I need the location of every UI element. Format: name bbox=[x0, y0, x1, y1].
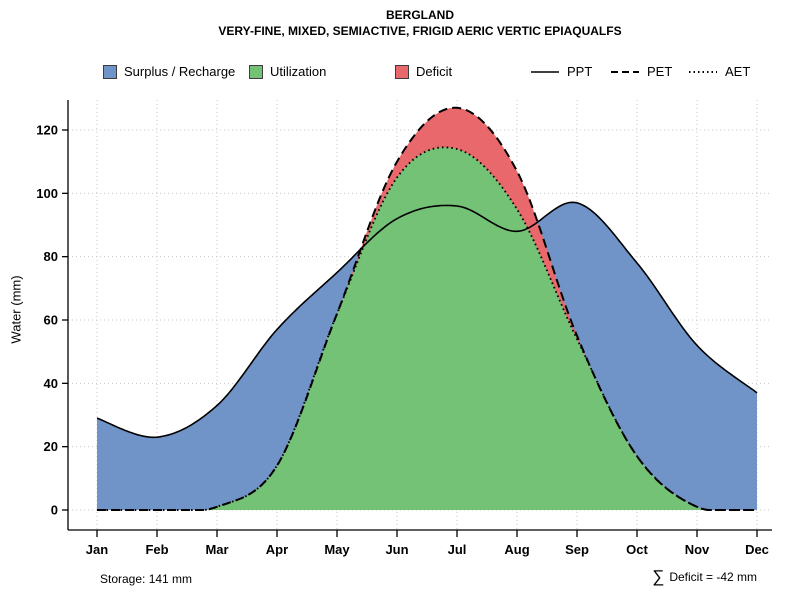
sum-icon: ∑ bbox=[652, 567, 665, 586]
y-tick-label: 40 bbox=[44, 376, 58, 391]
legend-label-aet: AET bbox=[725, 64, 751, 79]
y-tick-label: 80 bbox=[44, 249, 58, 264]
solid-line-icon bbox=[531, 70, 559, 73]
utilization-swatch bbox=[249, 64, 263, 79]
legend-item-deficit: Deficit bbox=[395, 64, 452, 79]
chart-subtitle: VERY-FINE, MIXED, SEMIACTIVE, FRIGID AER… bbox=[218, 24, 622, 38]
chart-title: BERGLAND bbox=[386, 8, 454, 22]
y-tick-label: 60 bbox=[44, 313, 58, 328]
y-tick-label: 20 bbox=[44, 439, 58, 454]
deficit-text: Deficit = -42 mm bbox=[669, 569, 757, 584]
storage-annotation: Storage: 141 mm bbox=[100, 572, 193, 586]
y-tick-label: 100 bbox=[36, 186, 58, 201]
legend-item-surplus: Surplus / Recharge bbox=[103, 64, 235, 79]
x-tick-label: Oct bbox=[626, 542, 648, 557]
x-tick-label: Sep bbox=[565, 542, 589, 557]
legend-item-utilization: Utilization bbox=[249, 64, 326, 79]
x-tick-label: Feb bbox=[145, 542, 168, 557]
y-tick-label: 0 bbox=[51, 503, 58, 518]
legend-label-pet: PET bbox=[647, 64, 673, 79]
y-tick-label: 120 bbox=[36, 123, 58, 138]
dashed-line-icon bbox=[611, 70, 639, 73]
x-tick-label: Aug bbox=[504, 542, 529, 557]
x-tick-label: Nov bbox=[685, 542, 710, 557]
legend-label-deficit: Deficit bbox=[416, 64, 453, 79]
legend-item-pet: PET bbox=[610, 64, 672, 79]
legend-item-ppt: PPT bbox=[530, 64, 592, 79]
legend-label-utilization: Utilization bbox=[270, 64, 327, 79]
x-tick-label: May bbox=[324, 542, 350, 557]
x-tick-label: Jun bbox=[385, 542, 408, 557]
x-tick-label: Dec bbox=[745, 542, 769, 557]
x-tick-label: Apr bbox=[266, 542, 288, 557]
legend-item-aet: AET bbox=[688, 64, 750, 79]
legend-label-ppt: PPT bbox=[567, 64, 593, 79]
x-tick-label: Mar bbox=[205, 542, 228, 557]
surplus-swatch bbox=[103, 64, 117, 79]
dotted-line-icon bbox=[689, 70, 717, 73]
legend-label-surplus: Surplus / Recharge bbox=[124, 64, 236, 79]
x-tick-label: Jan bbox=[86, 542, 108, 557]
x-tick-label: Jul bbox=[448, 542, 467, 557]
ppt-line bbox=[96, 201, 758, 439]
pet-line bbox=[97, 106, 757, 511]
deficit-annotation: ∑ Deficit = -42 mm bbox=[652, 568, 757, 585]
deficit-swatch bbox=[395, 64, 409, 79]
utilization-area bbox=[97, 147, 757, 511]
